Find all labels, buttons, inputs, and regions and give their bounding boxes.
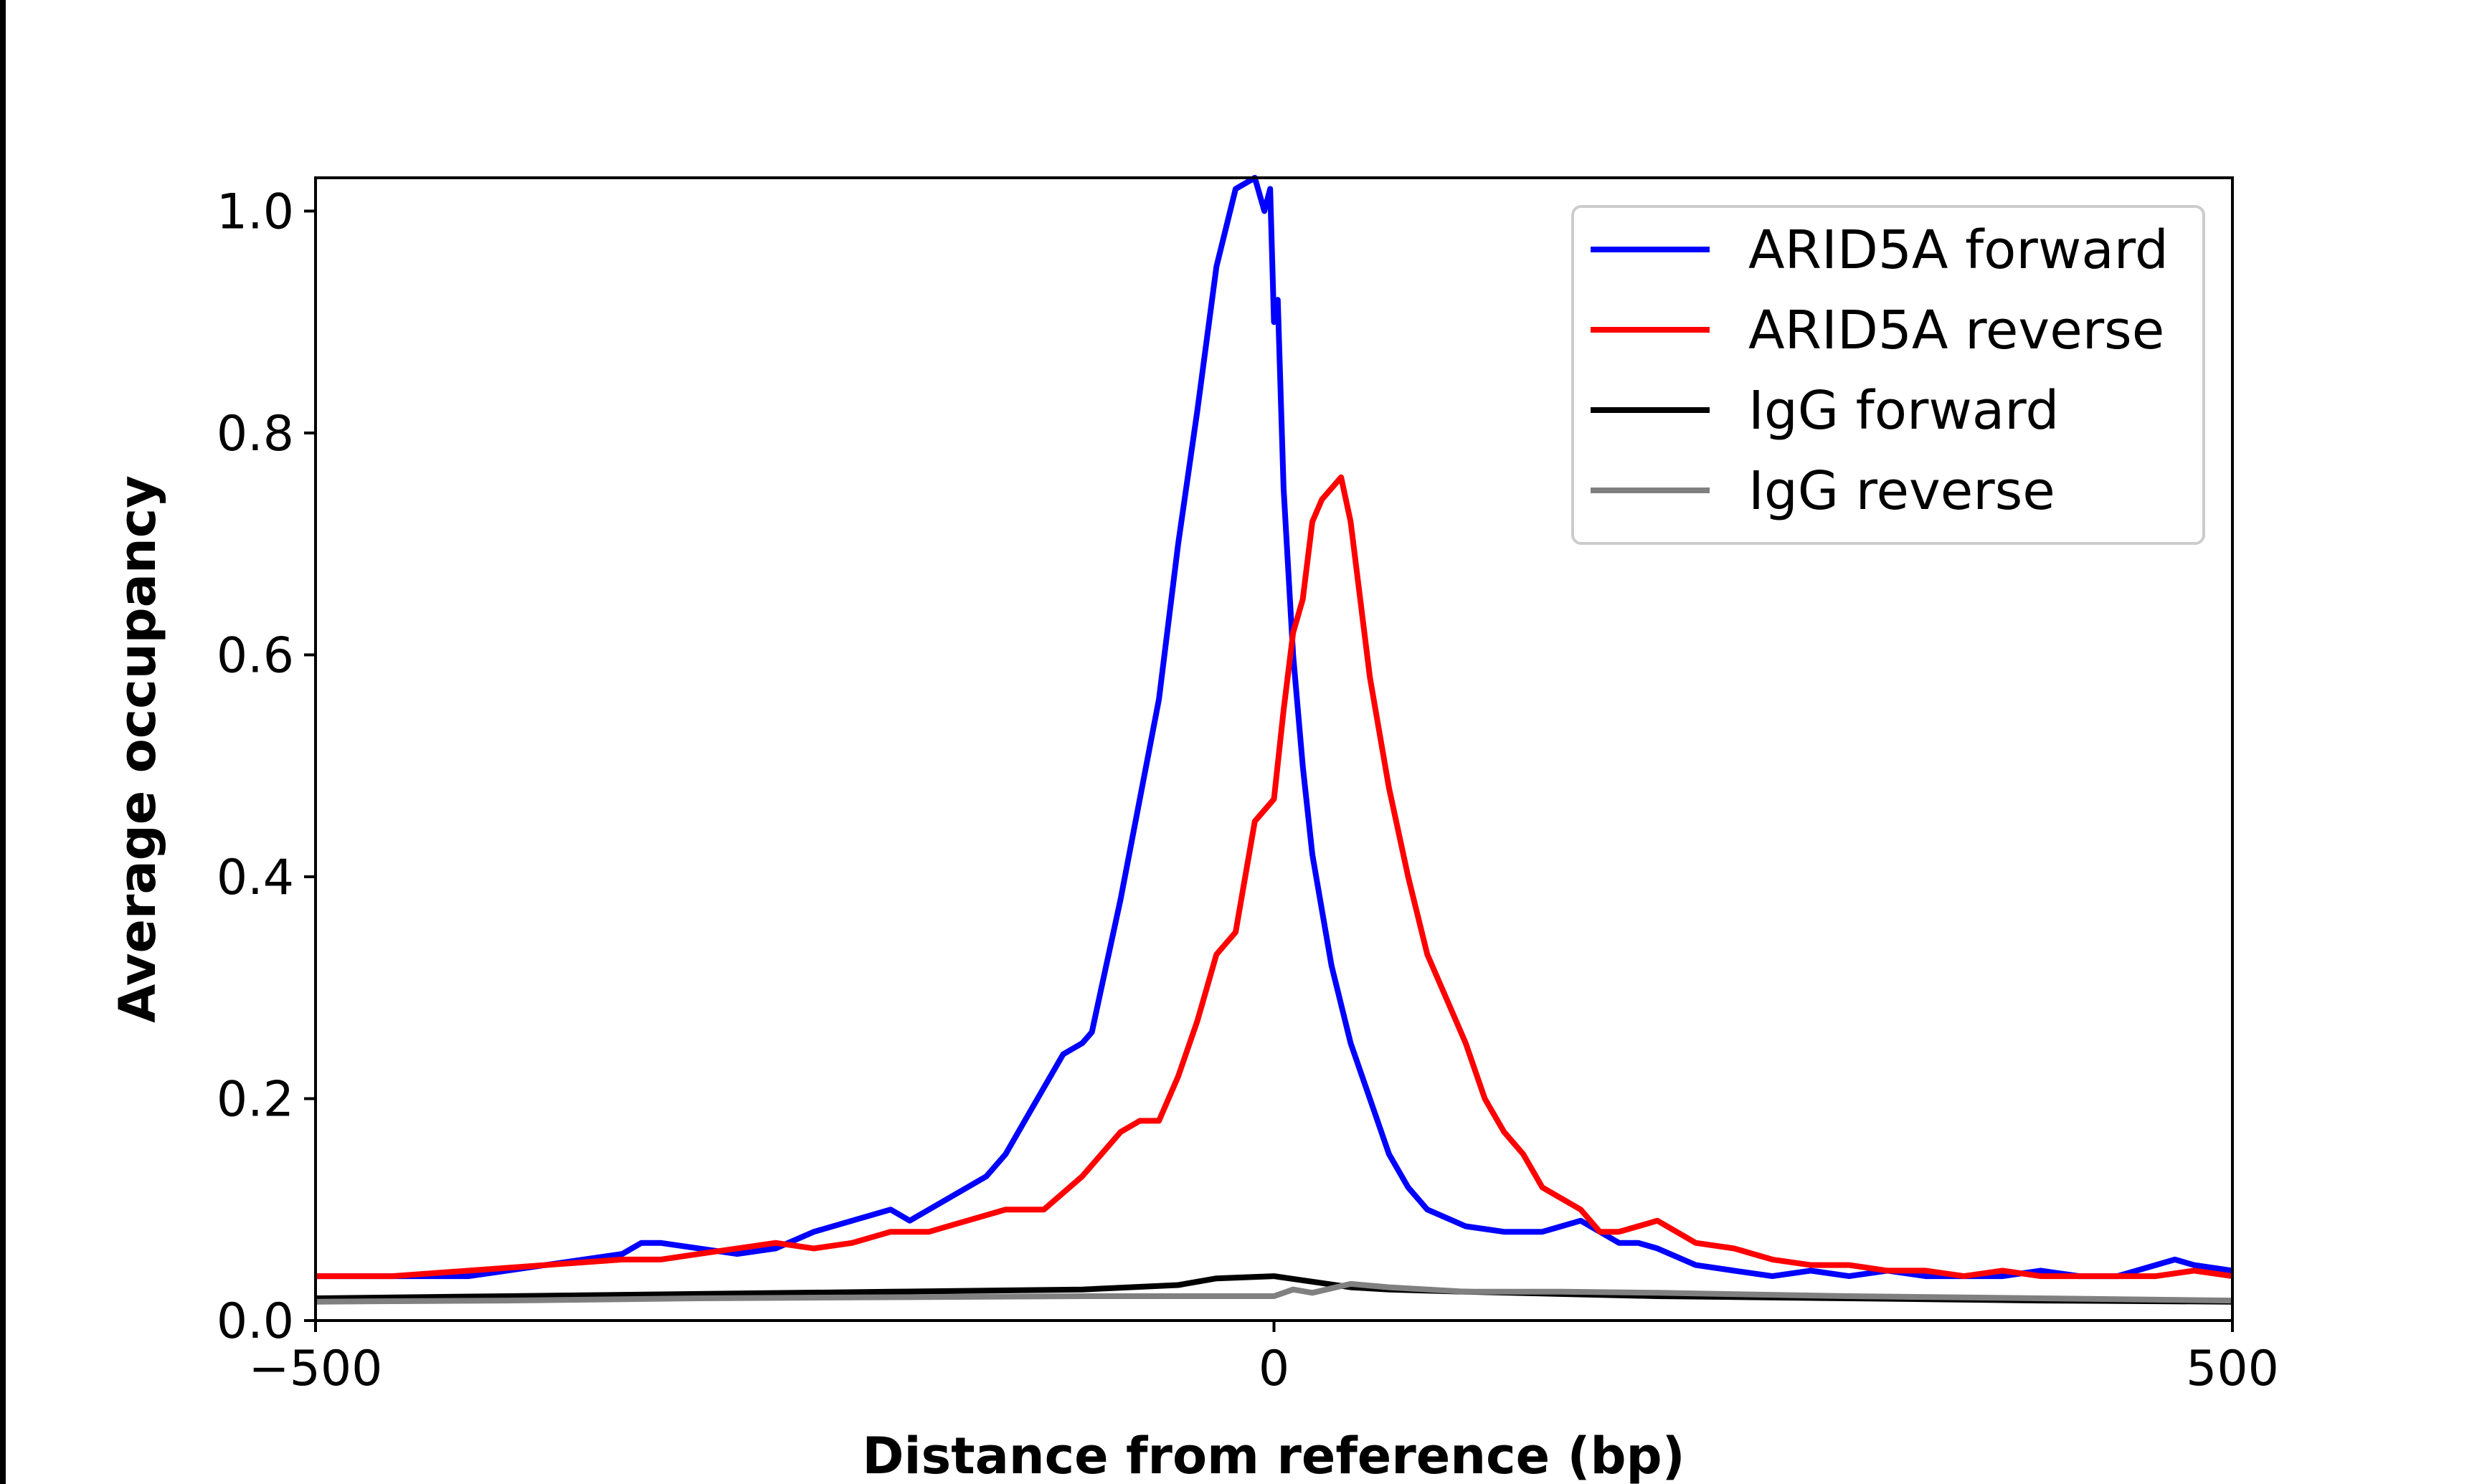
- y-tick-label: 0.2: [217, 1071, 294, 1128]
- legend-items: ARID5A forward ARID5A reverse IgG forward I…: [1591, 219, 2169, 522]
- legend: ARID5A forward ARID5A reverse IgG forward I…: [1571, 205, 2205, 545]
- y-tick-label: 0.4: [217, 850, 294, 906]
- y-tick-label: 0.0: [217, 1293, 294, 1350]
- legend-box: [1571, 205, 2205, 545]
- x-tick-label: 500: [2186, 1341, 2279, 1397]
- legend-label-arid5a-reverse: ARID5A reverse: [1748, 300, 2164, 361]
- y-axis: 0.0 0.2 0.4 0.6 0.8 1.0: [217, 184, 316, 1350]
- legend-label-igg-forward: IgG forward: [1748, 380, 2059, 442]
- y-tick-label: 0.6: [217, 627, 294, 684]
- series-line-arid5a-forward: [316, 175, 2233, 1280]
- y-tick-label: 0.8: [217, 406, 294, 462]
- x-axis-label: Distance from reference (bp): [862, 1427, 1685, 1484]
- x-axis: −500 0 500: [249, 1321, 2279, 1397]
- series-line-igg-reverse: [315, 1280, 2233, 1305]
- frame-border: [0, 0, 6, 1484]
- x-tick-label: 0: [1259, 1341, 1289, 1397]
- legend-label-arid5a-forward: ARID5A forward: [1748, 219, 2169, 281]
- y-axis-label: Average occupancy: [108, 475, 167, 1023]
- series-line-arid5a-reverse: [316, 474, 2233, 1280]
- y-tick-label: 1.0: [217, 184, 294, 240]
- legend-label-igg-reverse: IgG reverse: [1748, 460, 2055, 522]
- series-layer: [315, 175, 2233, 1305]
- x-tick-label: −500: [249, 1341, 383, 1397]
